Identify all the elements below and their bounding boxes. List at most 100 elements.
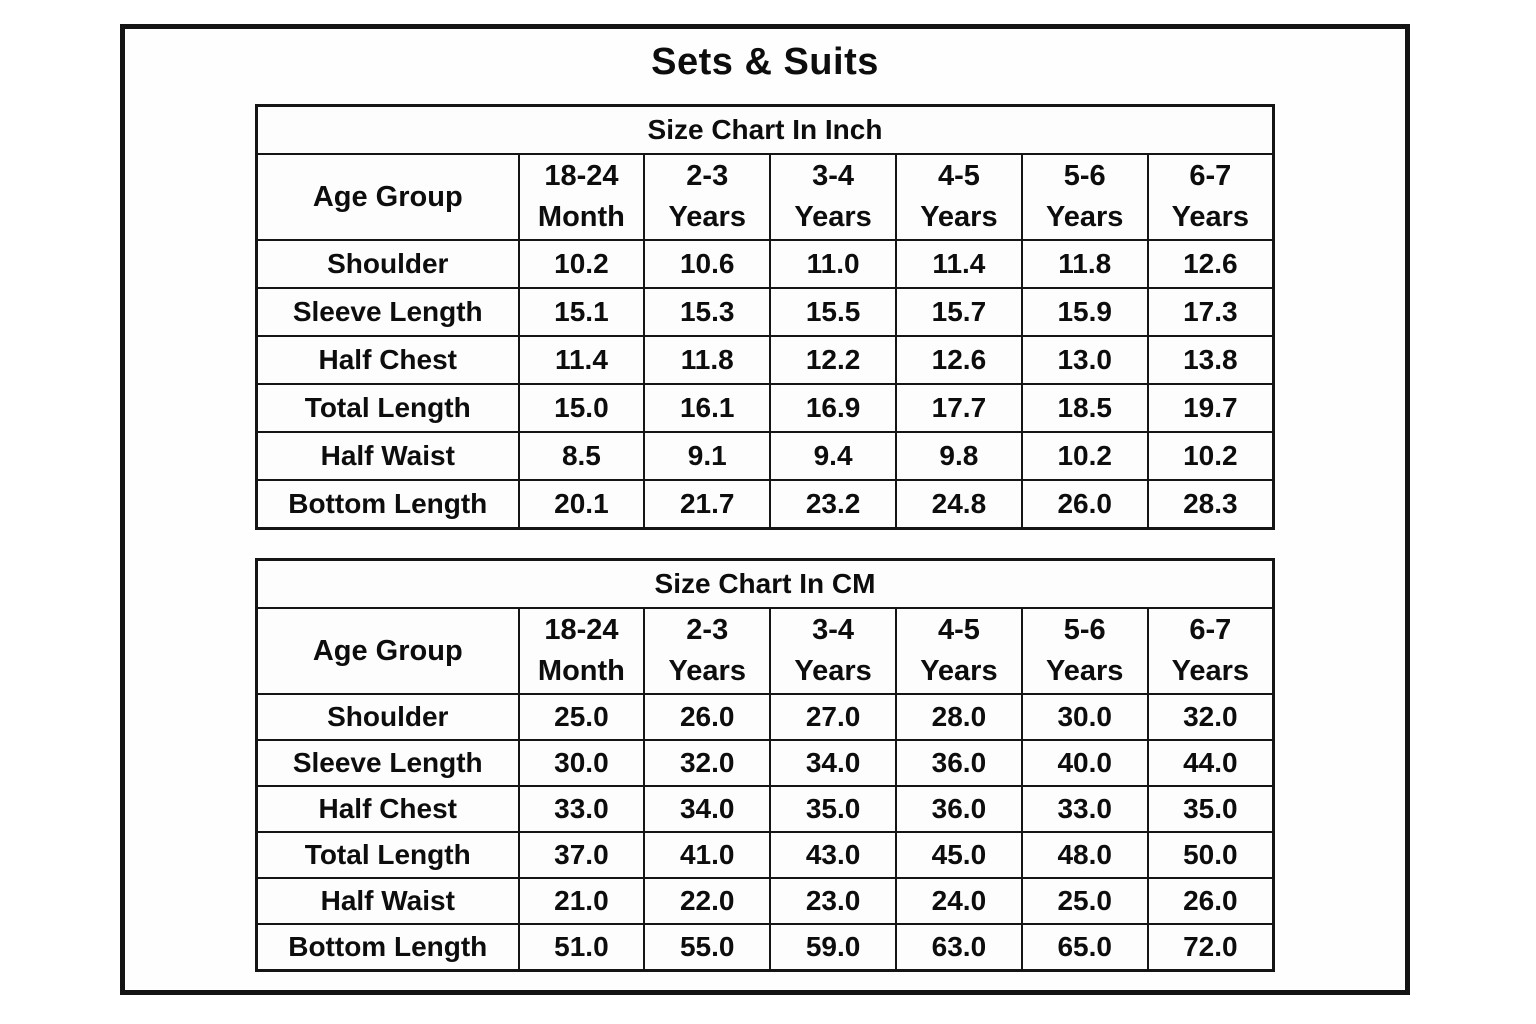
value-cell: 41.0 <box>643 831 772 879</box>
value-cell: 17.7 <box>894 383 1023 433</box>
value-cell: 34.0 <box>769 739 897 787</box>
value-cell: 28.3 <box>1146 479 1275 530</box>
value-cell: 44.0 <box>1146 739 1275 787</box>
column-header-cell: 2-3 Years <box>643 153 772 241</box>
size-chart-inch-table: Size Chart In Inch Age Group 18-24 Month 2-3… <box>255 104 1275 530</box>
value-cell: 35.0 <box>769 785 897 833</box>
column-header-cell: 5-6 Years <box>1020 607 1149 695</box>
value-cell: 11.4 <box>894 239 1023 289</box>
value-cell: 37.0 <box>517 831 646 879</box>
row-label-cell: Sleeve Length <box>255 739 520 787</box>
table-row: Bottom Length 20.1 21.7 23.2 24.8 26.0 28.3 <box>255 479 1275 530</box>
row-label-cell: Half Waist <box>255 431 520 481</box>
value-cell: 22.0 <box>643 877 772 925</box>
value-cell: 10.2 <box>1020 431 1149 481</box>
table-row: Half Chest 33.0 34.0 35.0 36.0 33.0 35.0 <box>255 785 1275 833</box>
value-cell: 25.0 <box>517 693 646 741</box>
value-cell: 25.0 <box>1020 877 1149 925</box>
value-cell: 72.0 <box>1146 923 1275 972</box>
column-header-cell: 6-7 Years <box>1146 607 1275 695</box>
value-cell: 19.7 <box>1146 383 1275 433</box>
value-cell: 9.4 <box>769 431 897 481</box>
table-row: Shoulder 25.0 26.0 27.0 28.0 30.0 32.0 <box>255 693 1275 741</box>
value-cell: 28.0 <box>894 693 1023 741</box>
value-cell: 12.6 <box>1146 239 1275 289</box>
row-label-cell: Bottom Length <box>255 479 520 530</box>
value-cell: 11.0 <box>769 239 897 289</box>
table-row: Shoulder 10.2 10.6 11.0 11.4 11.8 12.6 <box>255 239 1275 289</box>
table-row: Half Waist 21.0 22.0 23.0 24.0 25.0 26.0 <box>255 877 1275 925</box>
column-header-cell: 5-6 Years <box>1020 153 1149 241</box>
table-row: Sleeve Length 15.1 15.3 15.5 15.7 15.9 17.3 <box>255 287 1275 337</box>
row-label-cell: Shoulder <box>255 693 520 741</box>
column-header-cell: 3-4 Years <box>769 153 897 241</box>
column-header-cell: 18-24 Month <box>517 153 646 241</box>
row-label-cell: Half Waist <box>255 877 520 925</box>
value-cell: 23.0 <box>769 877 897 925</box>
column-header-cell: 4-5 Years <box>894 607 1023 695</box>
value-cell: 30.0 <box>517 739 646 787</box>
value-cell: 11.8 <box>643 335 772 385</box>
value-cell: 24.0 <box>894 877 1023 925</box>
value-cell: 51.0 <box>517 923 646 972</box>
value-cell: 48.0 <box>1020 831 1149 879</box>
value-cell: 15.0 <box>517 383 646 433</box>
row-label-cell: Half Chest <box>255 785 520 833</box>
table-row: Half Waist 8.5 9.1 9.4 9.8 10.2 10.2 <box>255 431 1275 481</box>
value-cell: 59.0 <box>769 923 897 972</box>
value-cell: 13.8 <box>1146 335 1275 385</box>
value-cell: 12.2 <box>769 335 897 385</box>
row-label-cell: Total Length <box>255 383 520 433</box>
value-cell: 55.0 <box>643 923 772 972</box>
value-cell: 40.0 <box>1020 739 1149 787</box>
table-row: Sleeve Length 30.0 32.0 34.0 36.0 40.0 44.0 <box>255 739 1275 787</box>
value-cell: 15.1 <box>517 287 646 337</box>
value-cell: 23.2 <box>769 479 897 530</box>
table-row: Total Length 37.0 41.0 43.0 45.0 48.0 50.0 <box>255 831 1275 879</box>
value-cell: 9.8 <box>894 431 1023 481</box>
value-cell: 21.0 <box>517 877 646 925</box>
value-cell: 16.1 <box>643 383 772 433</box>
column-header-cell: 4-5 Years <box>894 153 1023 241</box>
value-cell: 26.0 <box>1146 877 1275 925</box>
column-header-cell: 18-24 Month <box>517 607 646 695</box>
value-cell: 30.0 <box>1020 693 1149 741</box>
value-cell: 32.0 <box>1146 693 1275 741</box>
table-header-row: Age Group 18-24 Month 2-3 Years 3-4 Years 4-5 Ye… <box>255 607 1275 695</box>
value-cell: 33.0 <box>1020 785 1149 833</box>
value-cell: 15.5 <box>769 287 897 337</box>
column-header-cell: 6-7 Years <box>1146 153 1275 241</box>
value-cell: 8.5 <box>517 431 646 481</box>
value-cell: 36.0 <box>894 739 1023 787</box>
value-cell: 36.0 <box>894 785 1023 833</box>
value-cell: 27.0 <box>769 693 897 741</box>
value-cell: 11.8 <box>1020 239 1149 289</box>
value-cell: 12.6 <box>894 335 1023 385</box>
value-cell: 11.4 <box>517 335 646 385</box>
value-cell: 63.0 <box>894 923 1023 972</box>
value-cell: 17.3 <box>1146 287 1275 337</box>
column-header-cell: 3-4 Years <box>769 607 897 695</box>
value-cell: 10.2 <box>517 239 646 289</box>
table-header-row: Age Group 18-24 Month 2-3 Years 3-4 Years 4-5 Ye… <box>255 153 1275 241</box>
value-cell: 50.0 <box>1146 831 1275 879</box>
row-label-cell: Half Chest <box>255 335 520 385</box>
table-row: Total Length 15.0 16.1 16.9 17.7 18.5 19.7 <box>255 383 1275 433</box>
value-cell: 26.0 <box>1020 479 1149 530</box>
row-label-cell: Total Length <box>255 831 520 879</box>
table-title: Size Chart In Inch <box>255 104 1275 155</box>
value-cell: 45.0 <box>894 831 1023 879</box>
value-cell: 10.6 <box>643 239 772 289</box>
value-cell: 32.0 <box>643 739 772 787</box>
table-title: Size Chart In CM <box>255 558 1275 609</box>
column-header-cell: 2-3 Years <box>643 607 772 695</box>
value-cell: 33.0 <box>517 785 646 833</box>
value-cell: 35.0 <box>1146 785 1275 833</box>
age-group-header-cell: Age Group <box>255 607 520 695</box>
value-cell: 15.9 <box>1020 287 1149 337</box>
row-label-cell: Shoulder <box>255 239 520 289</box>
value-cell: 65.0 <box>1020 923 1149 972</box>
row-label-cell: Bottom Length <box>255 923 520 972</box>
table-title-row: Size Chart In Inch <box>255 104 1275 155</box>
value-cell: 43.0 <box>769 831 897 879</box>
